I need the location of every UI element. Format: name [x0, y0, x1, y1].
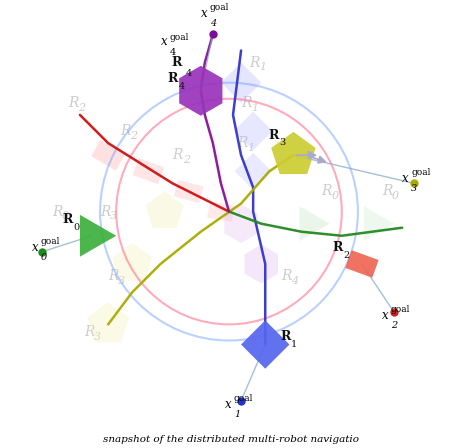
Polygon shape — [91, 140, 125, 171]
Text: 1: 1 — [291, 340, 298, 349]
Polygon shape — [225, 204, 258, 243]
Polygon shape — [146, 191, 184, 228]
Polygon shape — [221, 63, 261, 103]
Text: 3: 3 — [279, 138, 285, 147]
Text: 2: 2 — [78, 103, 85, 112]
Text: 0: 0 — [41, 253, 47, 262]
Text: goal: goal — [41, 237, 60, 246]
Text: x: x — [382, 310, 389, 323]
Polygon shape — [299, 206, 330, 241]
Text: goal: goal — [170, 34, 189, 43]
Polygon shape — [179, 66, 222, 116]
Text: R: R — [249, 56, 260, 69]
Text: 2: 2 — [130, 131, 137, 141]
Polygon shape — [235, 153, 272, 190]
Text: 0: 0 — [73, 223, 80, 232]
Text: goal: goal — [210, 3, 229, 12]
Polygon shape — [174, 180, 204, 203]
Text: x: x — [31, 241, 38, 254]
Text: R: R — [68, 96, 79, 110]
Text: 3: 3 — [411, 185, 417, 194]
Polygon shape — [234, 112, 273, 151]
Polygon shape — [364, 206, 394, 241]
Text: R: R — [241, 96, 252, 110]
Text: 0: 0 — [332, 191, 339, 201]
Text: goal: goal — [391, 305, 410, 314]
Text: 4: 4 — [186, 69, 192, 78]
Text: 4: 4 — [292, 276, 298, 286]
Text: 0: 0 — [62, 211, 69, 221]
Text: 1: 1 — [234, 410, 240, 419]
Text: 4: 4 — [210, 19, 216, 28]
Text: 1: 1 — [251, 103, 258, 112]
Text: x: x — [225, 398, 231, 411]
Polygon shape — [87, 302, 129, 342]
Text: R: R — [100, 205, 110, 219]
Polygon shape — [241, 320, 289, 369]
Text: 3: 3 — [94, 332, 101, 342]
Text: R: R — [84, 325, 94, 340]
Text: goal: goal — [411, 168, 431, 177]
Text: R: R — [173, 148, 183, 162]
Polygon shape — [244, 245, 278, 283]
Text: 3: 3 — [118, 276, 125, 286]
Text: R: R — [281, 269, 292, 283]
Text: goal: goal — [234, 394, 253, 403]
Text: x: x — [160, 35, 167, 48]
Text: R: R — [333, 241, 343, 254]
Polygon shape — [80, 215, 116, 257]
Text: R: R — [63, 213, 73, 226]
Text: 2: 2 — [343, 251, 350, 260]
Text: 3: 3 — [110, 211, 117, 221]
Text: R: R — [52, 205, 62, 219]
Text: R: R — [171, 56, 182, 69]
Text: R: R — [167, 72, 178, 85]
Text: R: R — [382, 185, 393, 198]
Text: 2: 2 — [182, 155, 190, 165]
Text: snapshot of the distributed multi-robot navigatio: snapshot of the distributed multi-robot … — [103, 435, 359, 444]
Text: 0: 0 — [392, 191, 399, 201]
Text: 4: 4 — [170, 47, 176, 56]
Text: x: x — [201, 7, 207, 20]
Text: R: R — [120, 124, 131, 138]
Text: R: R — [108, 269, 119, 283]
Text: 1: 1 — [259, 62, 266, 73]
Text: 1: 1 — [247, 143, 254, 153]
Text: 4: 4 — [178, 82, 185, 91]
Text: R: R — [280, 330, 291, 343]
Text: x: x — [402, 172, 409, 185]
Polygon shape — [133, 158, 164, 184]
Text: R: R — [268, 129, 279, 142]
Text: R: R — [322, 185, 332, 198]
Polygon shape — [207, 201, 235, 222]
Polygon shape — [271, 132, 316, 174]
Text: R: R — [237, 136, 248, 150]
Polygon shape — [345, 250, 379, 278]
Text: 2: 2 — [391, 321, 397, 331]
Polygon shape — [112, 243, 152, 281]
